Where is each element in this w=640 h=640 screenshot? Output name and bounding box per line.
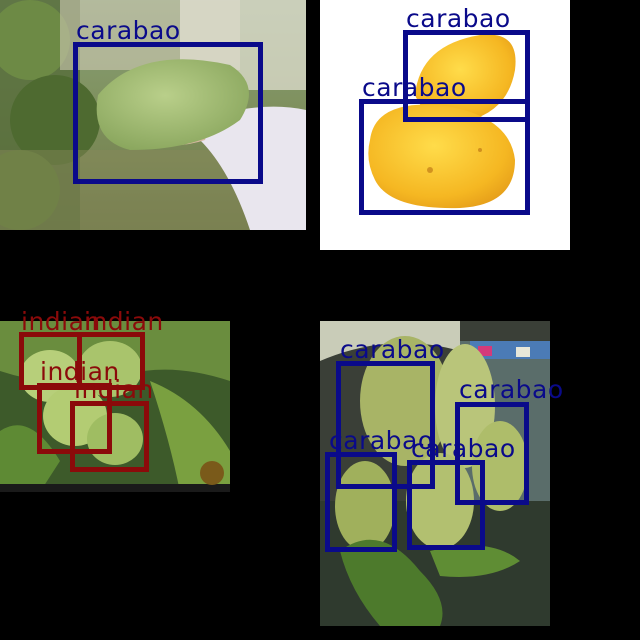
detection-label: carabao	[329, 426, 434, 455]
detection-label: carabao	[76, 16, 181, 45]
detection-box-indian	[70, 401, 149, 472]
photo-hanging-mangoes	[320, 321, 550, 626]
detection-box-carabao	[403, 30, 530, 122]
detection-box-carabao	[407, 460, 485, 550]
detection-label: carabao	[340, 335, 445, 364]
detection-box-carabao	[336, 361, 435, 489]
photo-hand-holding-mango	[0, 0, 306, 230]
detection-box-carabao	[73, 42, 263, 184]
detection-label: indian	[21, 307, 101, 336]
detection-label: carabao	[459, 375, 564, 404]
detection-box-carabao	[359, 99, 530, 215]
detection-label: indian	[74, 375, 154, 404]
detection-label: indian	[40, 357, 120, 386]
detection-label: indian	[84, 307, 164, 336]
detection-box-carabao	[325, 452, 397, 552]
detection-label: carabao	[362, 73, 467, 102]
detection-box-carabao	[455, 402, 529, 505]
detection-label: carabao	[411, 434, 516, 463]
detection-label: carabao	[406, 4, 511, 33]
